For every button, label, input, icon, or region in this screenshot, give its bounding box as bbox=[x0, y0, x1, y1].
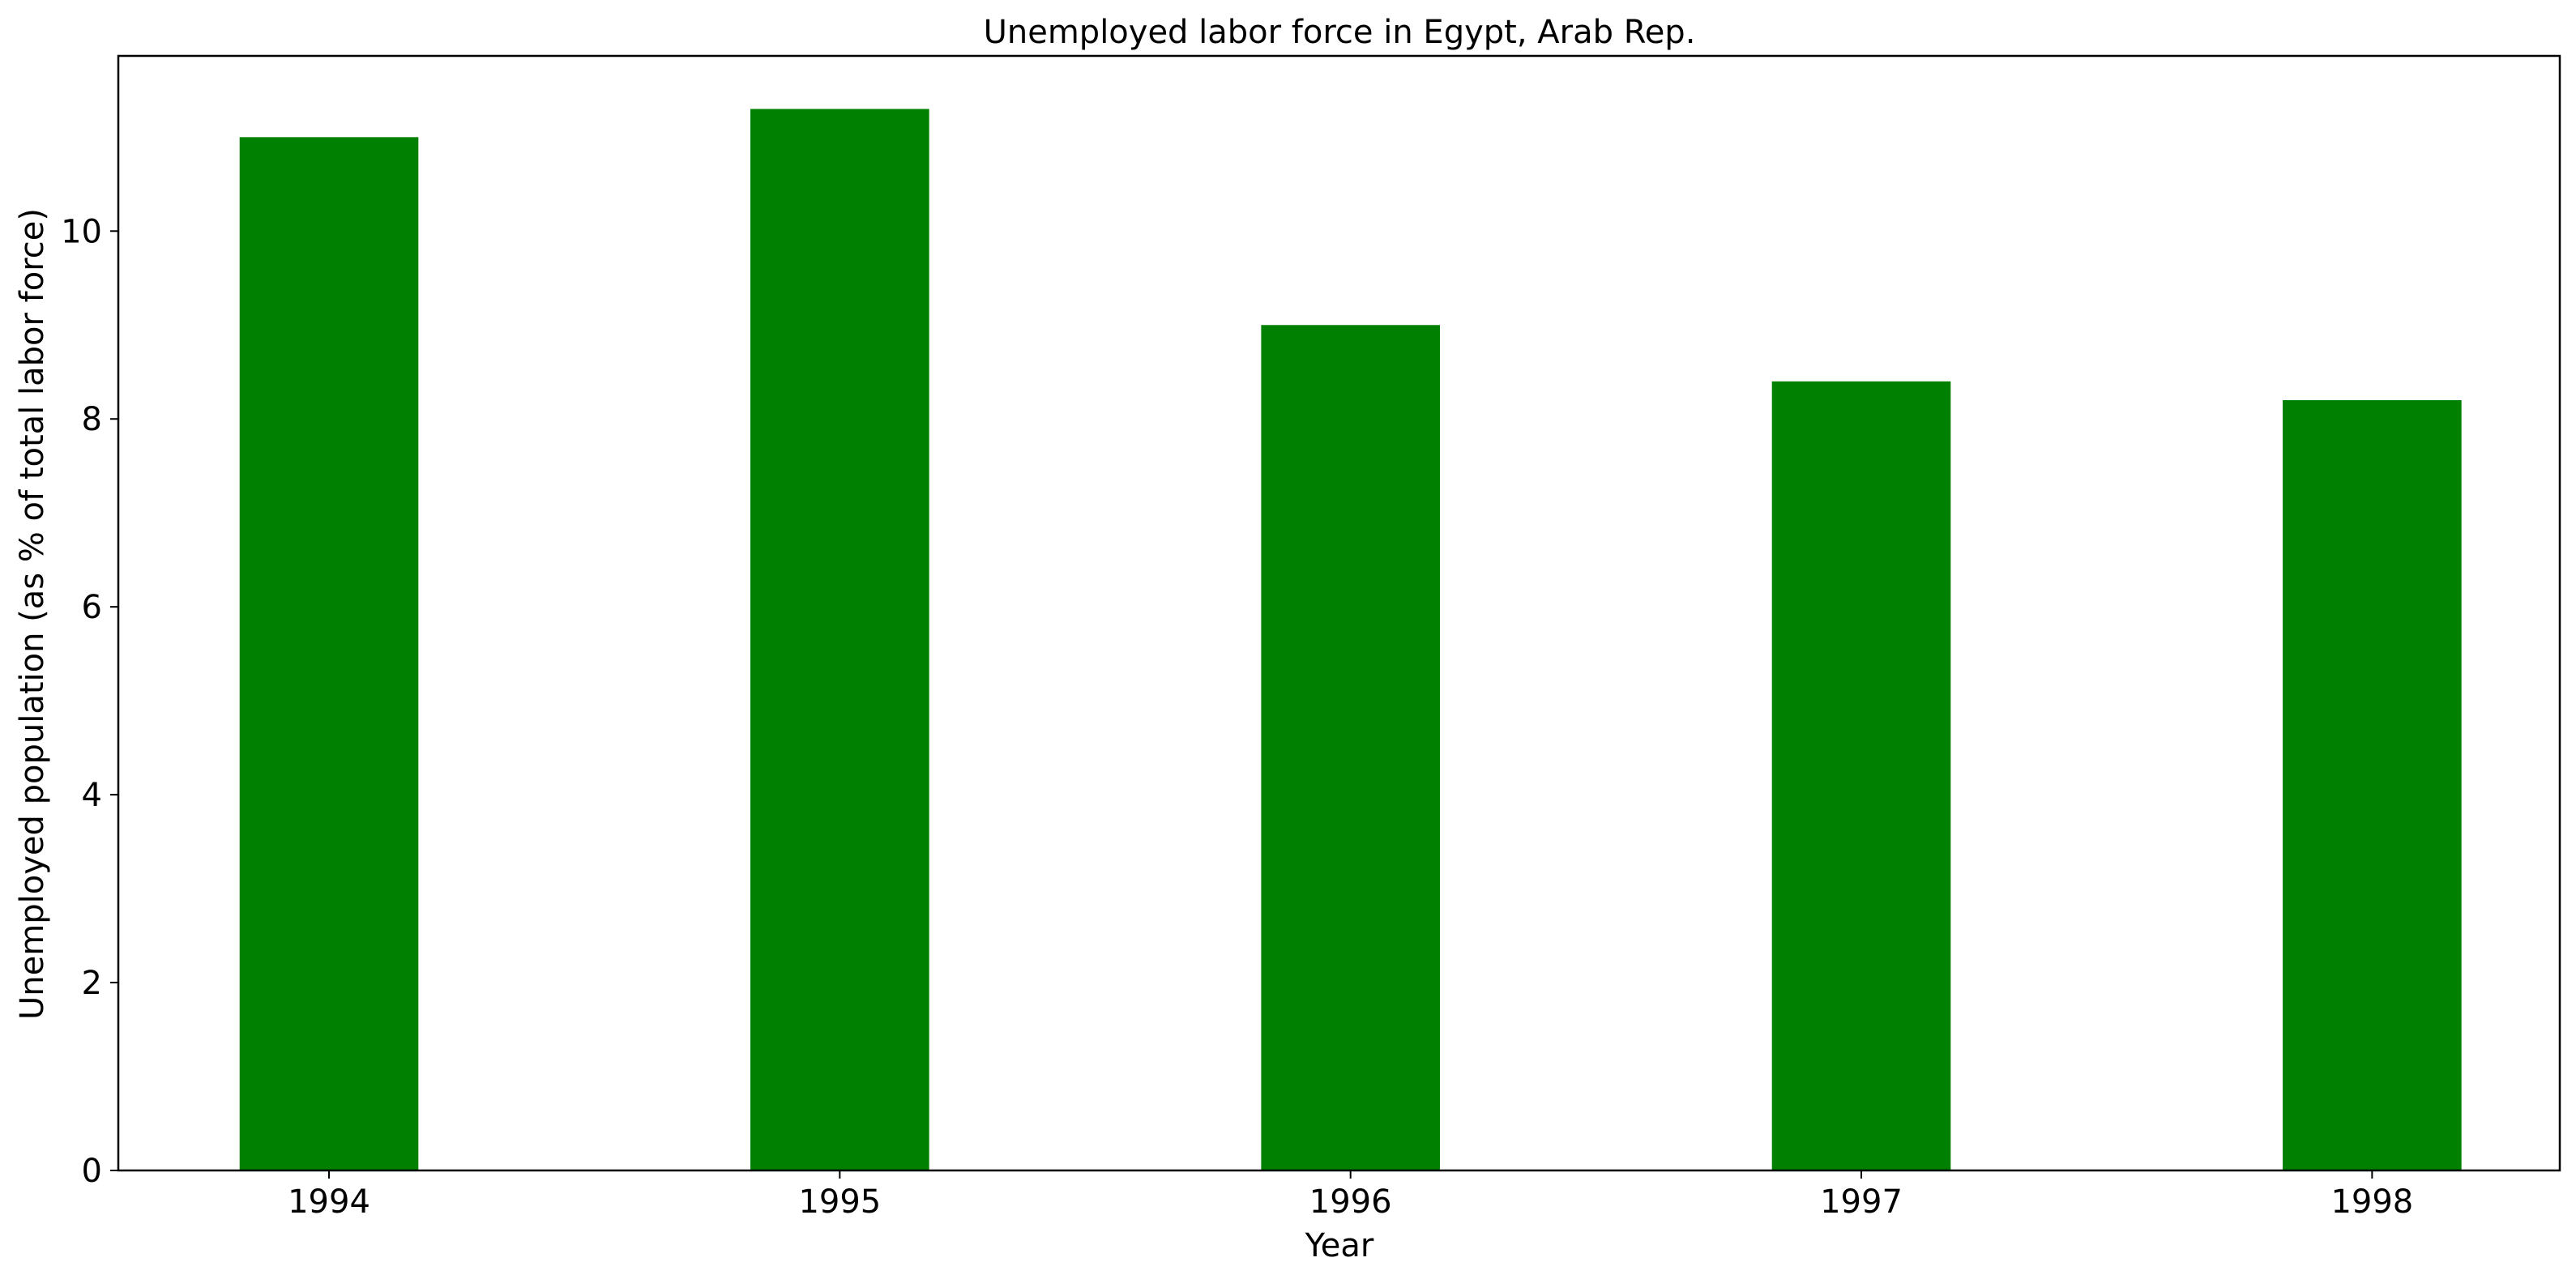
bar-1994 bbox=[239, 137, 419, 1171]
x-tick-label: 1996 bbox=[1309, 1183, 1392, 1221]
y-tick-label: 6 bbox=[82, 589, 102, 626]
x-axis-label: Year bbox=[1305, 1227, 1374, 1264]
bar-1998 bbox=[2283, 400, 2462, 1170]
bars-group bbox=[239, 109, 2462, 1171]
bar-1995 bbox=[750, 109, 929, 1170]
y-axis-label: Unemployed population (as % of total lab… bbox=[14, 208, 51, 1020]
bar-1997 bbox=[1771, 381, 1951, 1170]
y-tick-label: 8 bbox=[82, 401, 102, 438]
bar-1996 bbox=[1261, 325, 1440, 1170]
x-tick-label: 1995 bbox=[798, 1183, 881, 1221]
x-tick-label: 1997 bbox=[1820, 1183, 1903, 1221]
x-axis-ticks: 1994 1995 1996 1997 1998 bbox=[288, 1170, 2413, 1221]
y-axis-ticks: 0 2 4 6 8 10 bbox=[61, 213, 118, 1190]
x-tick-label: 1998 bbox=[2330, 1183, 2413, 1221]
plot-area-frame bbox=[117, 54, 2561, 1172]
y-tick-label: 2 bbox=[82, 965, 102, 1002]
x-tick-label: 1994 bbox=[288, 1183, 370, 1221]
y-tick-label: 4 bbox=[82, 777, 102, 814]
y-tick-label: 10 bbox=[61, 213, 102, 250]
y-tick-label: 0 bbox=[82, 1153, 102, 1190]
chart-title: Unemployed labor force in Egypt, Arab Re… bbox=[984, 14, 1696, 51]
